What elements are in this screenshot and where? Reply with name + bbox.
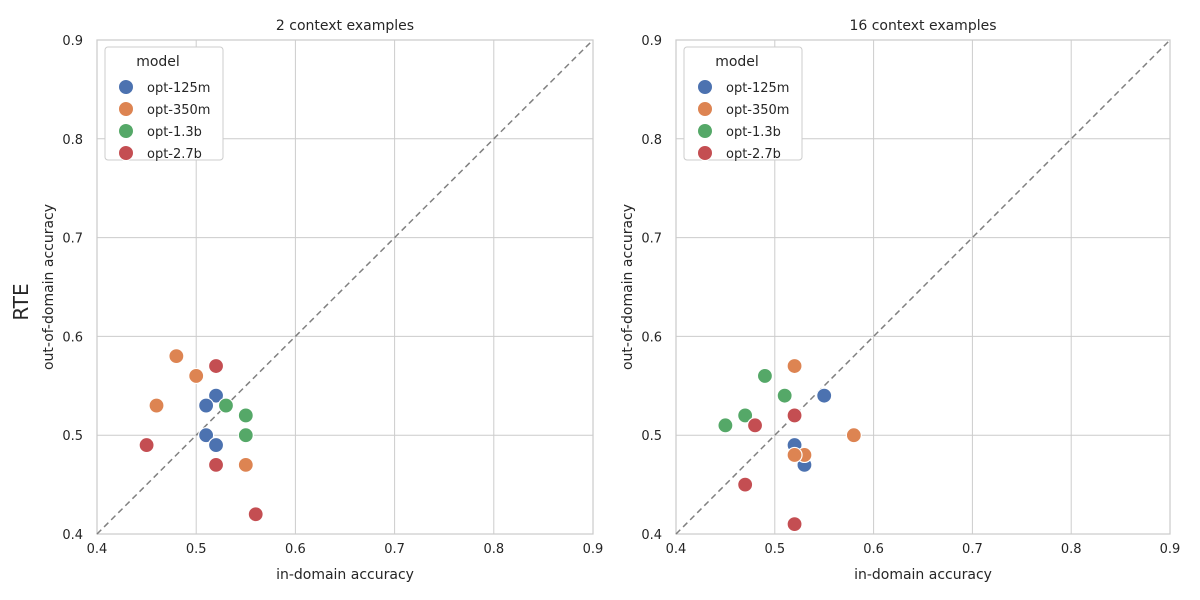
data-point-opt-2.7b [737, 476, 754, 493]
x-tick-label: 0.5 [764, 542, 785, 557]
legend-box [683, 46, 803, 161]
y-tick-label: 0.4 [62, 528, 83, 543]
legend-marker-opt-125m [118, 79, 134, 95]
x-tick-label: 0.7 [384, 542, 405, 557]
legend-box [104, 46, 224, 161]
data-point-opt-350m [168, 348, 185, 365]
x-tick-label: 0.8 [483, 542, 504, 557]
data-point-opt-2.7b [786, 407, 803, 424]
plot-frame [96, 39, 594, 535]
y-tick-label: 0.5 [62, 429, 83, 444]
legend-label-opt-350m: opt-350m [147, 103, 210, 118]
data-point-opt-1.3b [237, 407, 254, 424]
data-point-opt-125m [207, 387, 225, 404]
data-point-opt-1.3b [717, 417, 734, 434]
data-point-opt-2.7b [207, 456, 225, 473]
y-tick-label: 0.7 [62, 232, 83, 247]
data-point-opt-2.7b [786, 516, 803, 533]
data-point-opt-2.7b [247, 506, 264, 523]
legend-marker-opt-125m [697, 79, 713, 95]
y-tick-label: 0.4 [641, 528, 662, 543]
data-point-opt-350m [148, 397, 165, 414]
legend-label-opt-1.3b: opt-1.3b [726, 125, 781, 140]
legend-marker-opt-1.3b [697, 123, 713, 139]
data-point-opt-125m [198, 427, 215, 444]
diagonal-reference-line [675, 39, 1171, 535]
y-tick-label: 0.7 [641, 232, 662, 247]
legend-marker-opt-2.7b [118, 145, 134, 161]
data-point-opt-350m [188, 367, 205, 385]
legend-label-opt-350m: opt-350m [726, 103, 789, 118]
plot-frame [675, 39, 1171, 535]
legend-label-opt-125m: opt-125m [726, 81, 789, 96]
x-tick-label: 0.6 [285, 542, 306, 557]
data-point-opt-1.3b [756, 367, 774, 385]
data-point-opt-125m [198, 397, 215, 414]
chart-title: 16 context examples [849, 18, 996, 34]
y-tick-label: 0.5 [641, 429, 662, 444]
data-point-opt-125m [816, 387, 833, 404]
y-tick-label: 0.6 [62, 330, 83, 345]
data-point-opt-350m [786, 446, 803, 464]
legend-title: model [715, 54, 759, 70]
x-tick-label: 0.6 [863, 542, 884, 557]
y-tick-label: 0.6 [641, 330, 662, 345]
diagonal-reference-line [96, 39, 594, 535]
legend-label-opt-1.3b: opt-1.3b [147, 125, 202, 140]
x-axis-label: in-domain accuracy [276, 567, 414, 583]
y-axis-label: out-of-domain accuracy [620, 204, 636, 370]
x-tick-label: 0.4 [87, 542, 108, 557]
data-point-opt-350m [786, 357, 803, 375]
legend-label-opt-125m: opt-125m [147, 81, 210, 96]
y-tick-label: 0.8 [641, 133, 662, 148]
data-point-opt-1.3b [217, 397, 235, 414]
data-point-opt-2.7b [207, 357, 225, 375]
chart-title: 2 context examples [276, 18, 414, 34]
scatter-panel-16-context: 0.4 0.5 0.6 0.7 0.8 0.9 0.4 0.5 0.6 0.7 0.8 0.9 16 c… [620, 18, 1180, 583]
legend-title: model [136, 54, 180, 70]
y-tick-label: 0.9 [641, 34, 662, 49]
legend-marker-opt-1.3b [118, 123, 134, 139]
data-point-opt-2.7b [138, 436, 155, 454]
data-point-opt-1.3b [237, 427, 254, 444]
x-axis-label: in-domain accuracy [854, 567, 992, 583]
x-tick-label: 0.9 [1160, 542, 1181, 557]
legend-marker-opt-350m [118, 101, 134, 117]
x-tick-label: 0.9 [583, 542, 604, 557]
x-tick-label: 0.5 [186, 542, 207, 557]
x-tick-label: 0.4 [666, 542, 687, 557]
legend-label-opt-2.7b: opt-2.7b [147, 147, 202, 162]
y-tick-label: 0.8 [62, 133, 83, 148]
legend-marker-opt-2.7b [697, 145, 713, 161]
row-label: RTE [9, 283, 33, 320]
legend-marker-opt-350m [697, 101, 713, 117]
data-point-opt-125m [207, 436, 225, 454]
data-point-opt-350m [845, 427, 862, 444]
x-tick-label: 0.8 [1061, 542, 1082, 557]
scatter-panel-2-context: 0.4 0.5 0.6 0.7 0.8 0.9 0.4 0.5 0.6 0.7 0.8 0.9 2 co… [41, 18, 603, 583]
y-tick-label: 0.9 [62, 34, 83, 49]
data-point-opt-1.3b [776, 387, 793, 404]
y-axis-label: out-of-domain accuracy [41, 204, 57, 370]
data-point-opt-2.7b [746, 417, 764, 434]
legend-label-opt-2.7b: opt-2.7b [726, 147, 781, 162]
data-point-opt-350m [237, 456, 254, 473]
x-tick-label: 0.7 [962, 542, 983, 557]
data-point-opt-1.3b [737, 407, 754, 424]
